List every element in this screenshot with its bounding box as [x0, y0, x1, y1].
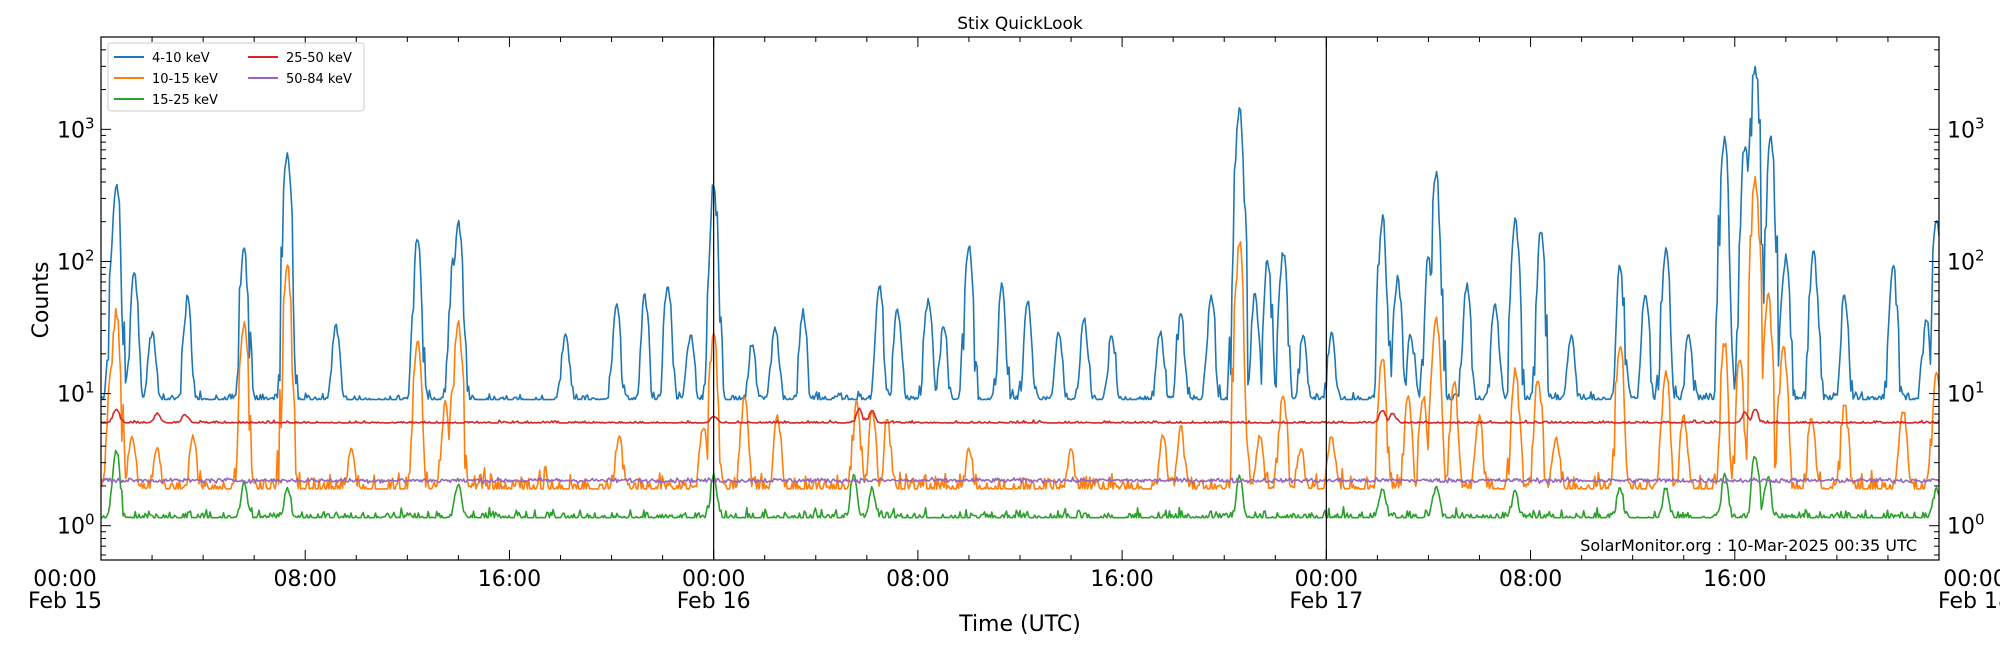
x-tick-label: 00:00	[1295, 567, 1358, 592]
series-50-84-kev	[100, 476, 1940, 485]
x-tick-label: 08:00	[1499, 567, 1562, 592]
series-25-50-kev	[100, 407, 1940, 424]
series-10-15-kev	[100, 175, 1940, 490]
x-tick-label: 00:00	[33, 567, 96, 592]
x-tick-label: 08:00	[886, 567, 949, 592]
legend-frame	[107, 42, 365, 112]
y-tick-label: 102	[57, 246, 95, 275]
legend-label: 10-15 keV	[152, 72, 218, 87]
legend-items: 4-10 keV 10-15 keV 15-25 keV 25-50 keV 50-84…	[114, 51, 352, 108]
x-tick-label: 16:00	[1703, 567, 1766, 592]
legend-label: 15-25 keV	[152, 93, 218, 108]
y-tick-label: 103	[57, 114, 95, 143]
series-layer	[100, 65, 1940, 519]
y-tick-label-right: 100	[1947, 511, 1985, 540]
x-tick-date-label: Feb 17	[1289, 589, 1363, 614]
footer-credit: SolarMonitor.org : 10-Mar-2025 00:35 UTC	[1580, 536, 1917, 555]
legend-label: 50-84 keV	[286, 72, 352, 87]
y-axis-label: Counts	[29, 262, 54, 339]
x-tick-label: 16:00	[1090, 567, 1153, 592]
y-tick-label: 101	[57, 379, 95, 408]
plot-frame	[100, 36, 1940, 561]
y-tick-label: 100	[57, 511, 95, 540]
y-tick-label-right: 103	[1947, 114, 1985, 143]
x-tick-label: 16:00	[478, 567, 541, 592]
x-tick-label: 08:00	[274, 567, 337, 592]
x-tick-date-label: Feb 18	[1938, 589, 2000, 614]
legend-label: 25-50 keV	[286, 51, 352, 66]
legend-label: 4-10 keV	[152, 51, 210, 66]
series-15-25-kev	[101, 449, 1940, 519]
x-axis-label: Time (UTC)	[958, 612, 1081, 637]
series-4-10-kev	[100, 65, 1940, 401]
x-tick-label: 00:00	[682, 567, 745, 592]
chart-title: Stix QuickLook	[957, 14, 1083, 34]
x-tick-date-label: Feb 16	[677, 589, 751, 614]
y-tick-label-right: 101	[1947, 379, 1985, 408]
legend: 4-10 keV 10-15 keV 15-25 keV 25-50 keV 50-84…	[107, 42, 365, 112]
x-tick-date-label: Feb 15	[28, 589, 102, 614]
y-tick-label-right: 102	[1947, 246, 1985, 275]
x-tick-label: 00:00	[1943, 567, 2000, 592]
day-boundary-lines	[713, 37, 1327, 560]
